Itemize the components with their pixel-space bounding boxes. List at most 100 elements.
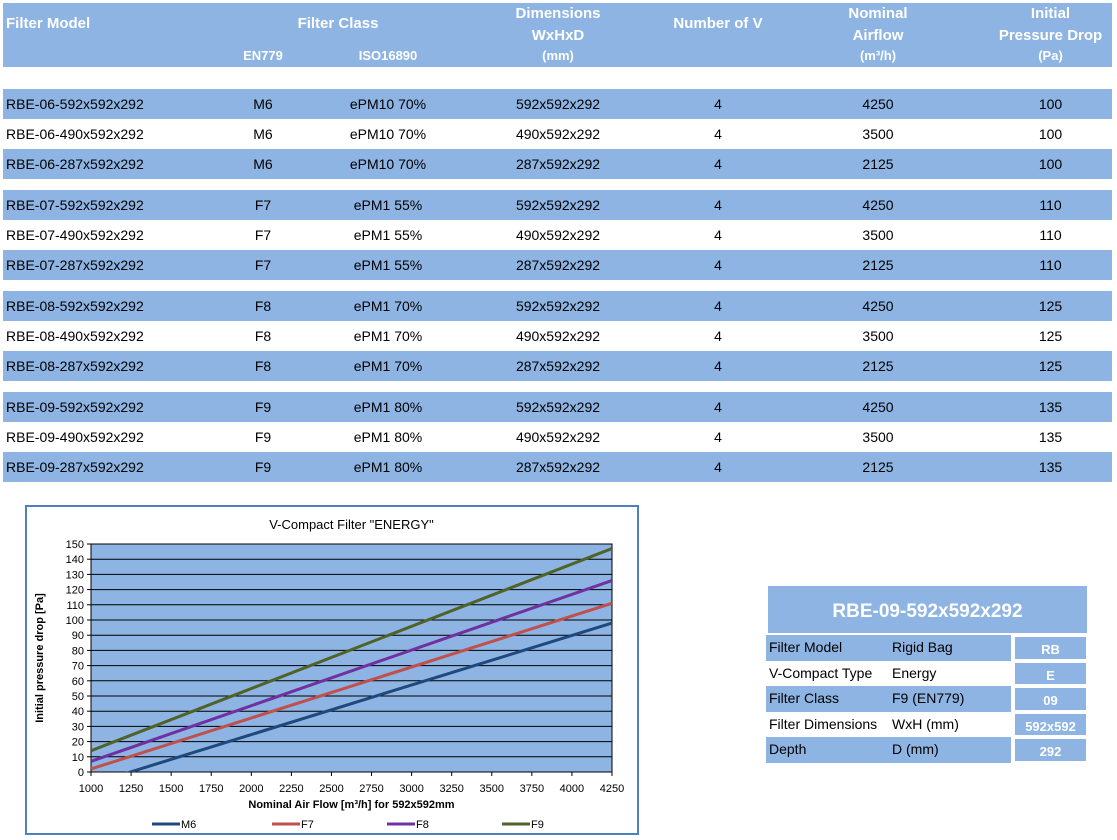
cell-number-of-v: 4 — [714, 257, 722, 273]
cell-pressure-drop: 125 — [1038, 358, 1063, 374]
table-row: RBE-06-490x592x292 M6 ePM10 70% 490x592x292… — [3, 119, 1112, 149]
cell-iso16890: ePM1 70% — [353, 358, 423, 374]
legend-label-f9: F9 — [531, 819, 544, 831]
cell-dimensions: 287x592x292 — [515, 156, 601, 172]
table-body: RBE-06-592x592x292 M6 ePM10 70% 592x592x292… — [3, 89, 1112, 482]
x-tick-label: 3500 — [480, 783, 504, 795]
cell-number-of-v: 4 — [714, 429, 722, 445]
x-tick-label: 2000 — [239, 783, 263, 795]
cell-number-of-v: 4 — [714, 459, 722, 475]
cell-pressure-drop: 100 — [1038, 156, 1063, 172]
cell-model: RBE-07-592x592x292 — [6, 197, 144, 213]
header-dimensions-unit: (mm) — [542, 48, 574, 63]
group-spacer — [3, 179, 1112, 190]
y-tick-label: 120 — [66, 585, 84, 597]
spec-value: Rigid Bag — [889, 635, 1011, 661]
spec-row: Filter Dimensions WxH (mm) 592x592 — [766, 711, 1089, 738]
cell-en779: F9 — [254, 399, 272, 415]
cell-dimensions: 490x592x292 — [515, 227, 601, 243]
cell-number-of-v: 4 — [714, 197, 722, 213]
cell-dimensions: 287x592x292 — [515, 459, 601, 475]
cell-en779: M6 — [253, 156, 273, 172]
cell-en779: M6 — [253, 96, 273, 112]
cell-model: RBE-06-490x592x292 — [6, 126, 144, 142]
table-row: RBE-08-287x592x292 F8 ePM1 70% 287x592x292 4… — [3, 351, 1112, 381]
cell-model: RBE-08-592x592x292 — [6, 298, 144, 314]
table-row: RBE-09-592x592x292 F9 ePM1 80% 592x592x292 4… — [3, 392, 1112, 422]
table-header: Filter Model Filter Class EN779 ISO16890… — [3, 3, 1112, 67]
cell-number-of-v: 4 — [714, 126, 722, 142]
y-tick-label: 50 — [72, 691, 84, 703]
cell-airflow: 4250 — [862, 197, 894, 213]
cell-iso16890: ePM1 70% — [353, 328, 423, 344]
cell-iso16890: ePM10 70% — [349, 96, 427, 112]
spec-row: Depth D (mm) 292 — [766, 737, 1089, 763]
x-tick-label: 1250 — [119, 783, 143, 795]
header-pressure-line1: Initial — [1030, 5, 1071, 22]
header-airflow-line2: Airflow — [852, 27, 904, 44]
cell-pressure-drop: 125 — [1038, 328, 1063, 344]
y-tick-label: 10 — [72, 752, 84, 764]
cell-en779: F9 — [254, 459, 272, 475]
cell-dimensions: 592x592x292 — [515, 399, 601, 415]
series-line-f9 — [91, 547, 612, 753]
cell-pressure-drop: 110 — [1039, 197, 1062, 213]
cell-airflow: 3500 — [862, 227, 894, 243]
cell-model: RBE-06-592x592x292 — [6, 96, 144, 112]
table-row: RBE-07-287x592x292 F7 ePM1 55% 287x592x292 4… — [3, 250, 1112, 280]
spec-code: RB — [1013, 635, 1088, 661]
x-tick-label: 1500 — [159, 783, 183, 795]
x-tick-label: 2500 — [319, 783, 343, 795]
cell-model: RBE-09-287x592x292 — [6, 459, 144, 475]
x-tick-label: 4000 — [560, 783, 584, 795]
table-row: RBE-06-592x592x292 M6 ePM10 70% 592x592x292… — [3, 89, 1112, 119]
cell-number-of-v: 4 — [714, 298, 722, 314]
cell-model: RBE-07-287x592x292 — [6, 257, 144, 273]
cell-dimensions: 592x592x292 — [515, 96, 601, 112]
spec-value: Energy — [889, 660, 1011, 687]
x-tick-label: 1000 — [79, 783, 103, 795]
cell-pressure-drop: 100 — [1038, 96, 1063, 112]
filter-table: Filter Model Filter Class EN779 ISO16890… — [3, 3, 1112, 482]
cell-dimensions: 490x592x292 — [515, 328, 601, 344]
header-pressure-drop: Initial Pressure Drop (Pa) — [988, 3, 1113, 65]
y-tick-label: 60 — [72, 676, 84, 688]
cell-model: RBE-09-592x592x292 — [6, 399, 144, 415]
pressure-drop-chart: V-Compact Filter "ENERGY" 0 10 20 30 40 50 60 70… — [25, 505, 639, 835]
header-pressure-unit: (Pa) — [1038, 48, 1063, 63]
cell-airflow: 3500 — [862, 429, 894, 445]
spec-code: 09 — [1013, 686, 1088, 712]
chart-title: V-Compact Filter "ENERGY" — [269, 517, 434, 532]
spec-code: E — [1013, 660, 1088, 687]
cell-en779: F7 — [254, 197, 272, 213]
y-tick-label: 110 — [66, 600, 84, 612]
cell-dimensions: 287x592x292 — [515, 358, 601, 374]
spec-value: WxH (mm) — [889, 711, 1011, 738]
spec-row: Filter Model Rigid Bag RB — [766, 635, 1089, 661]
header-pressure-line2: Pressure Drop — [998, 27, 1103, 44]
cell-airflow: 2125 — [862, 459, 894, 475]
cell-iso16890: ePM1 55% — [353, 197, 423, 213]
y-tick-label: 100 — [66, 615, 84, 627]
cell-number-of-v: 4 — [714, 227, 722, 243]
table-row: RBE-09-490x592x292 F9 ePM1 80% 490x592x292 4… — [3, 422, 1112, 452]
cell-iso16890: ePM1 55% — [353, 227, 423, 243]
cell-airflow: 4250 — [862, 298, 894, 314]
header-filter-model: Filter Model — [6, 15, 91, 32]
cell-airflow: 2125 — [862, 156, 894, 172]
cell-number-of-v: 4 — [714, 328, 722, 344]
spec-value: D (mm) — [889, 737, 1011, 763]
spec-label: Filter Model — [766, 635, 889, 661]
cell-number-of-v: 4 — [714, 96, 722, 112]
x-tick-label: 2750 — [359, 783, 383, 795]
table-row: RBE-07-592x592x292 F7 ePM1 55% 592x592x292 4… — [3, 190, 1112, 220]
x-tick-label: 3250 — [439, 783, 463, 795]
spec-label: V-Compact Type — [766, 660, 889, 687]
chart-canvas: V-Compact Filter "ENERGY" 0 10 20 30 40 50 60 70… — [34, 517, 624, 831]
cell-pressure-drop: 100 — [1038, 126, 1063, 142]
cell-en779: F8 — [254, 358, 272, 374]
cell-iso16890: ePM1 70% — [353, 298, 423, 314]
x-tick-label: 3750 — [520, 783, 544, 795]
cell-en779: F7 — [254, 257, 272, 273]
cell-dimensions: 592x592x292 — [515, 197, 601, 213]
